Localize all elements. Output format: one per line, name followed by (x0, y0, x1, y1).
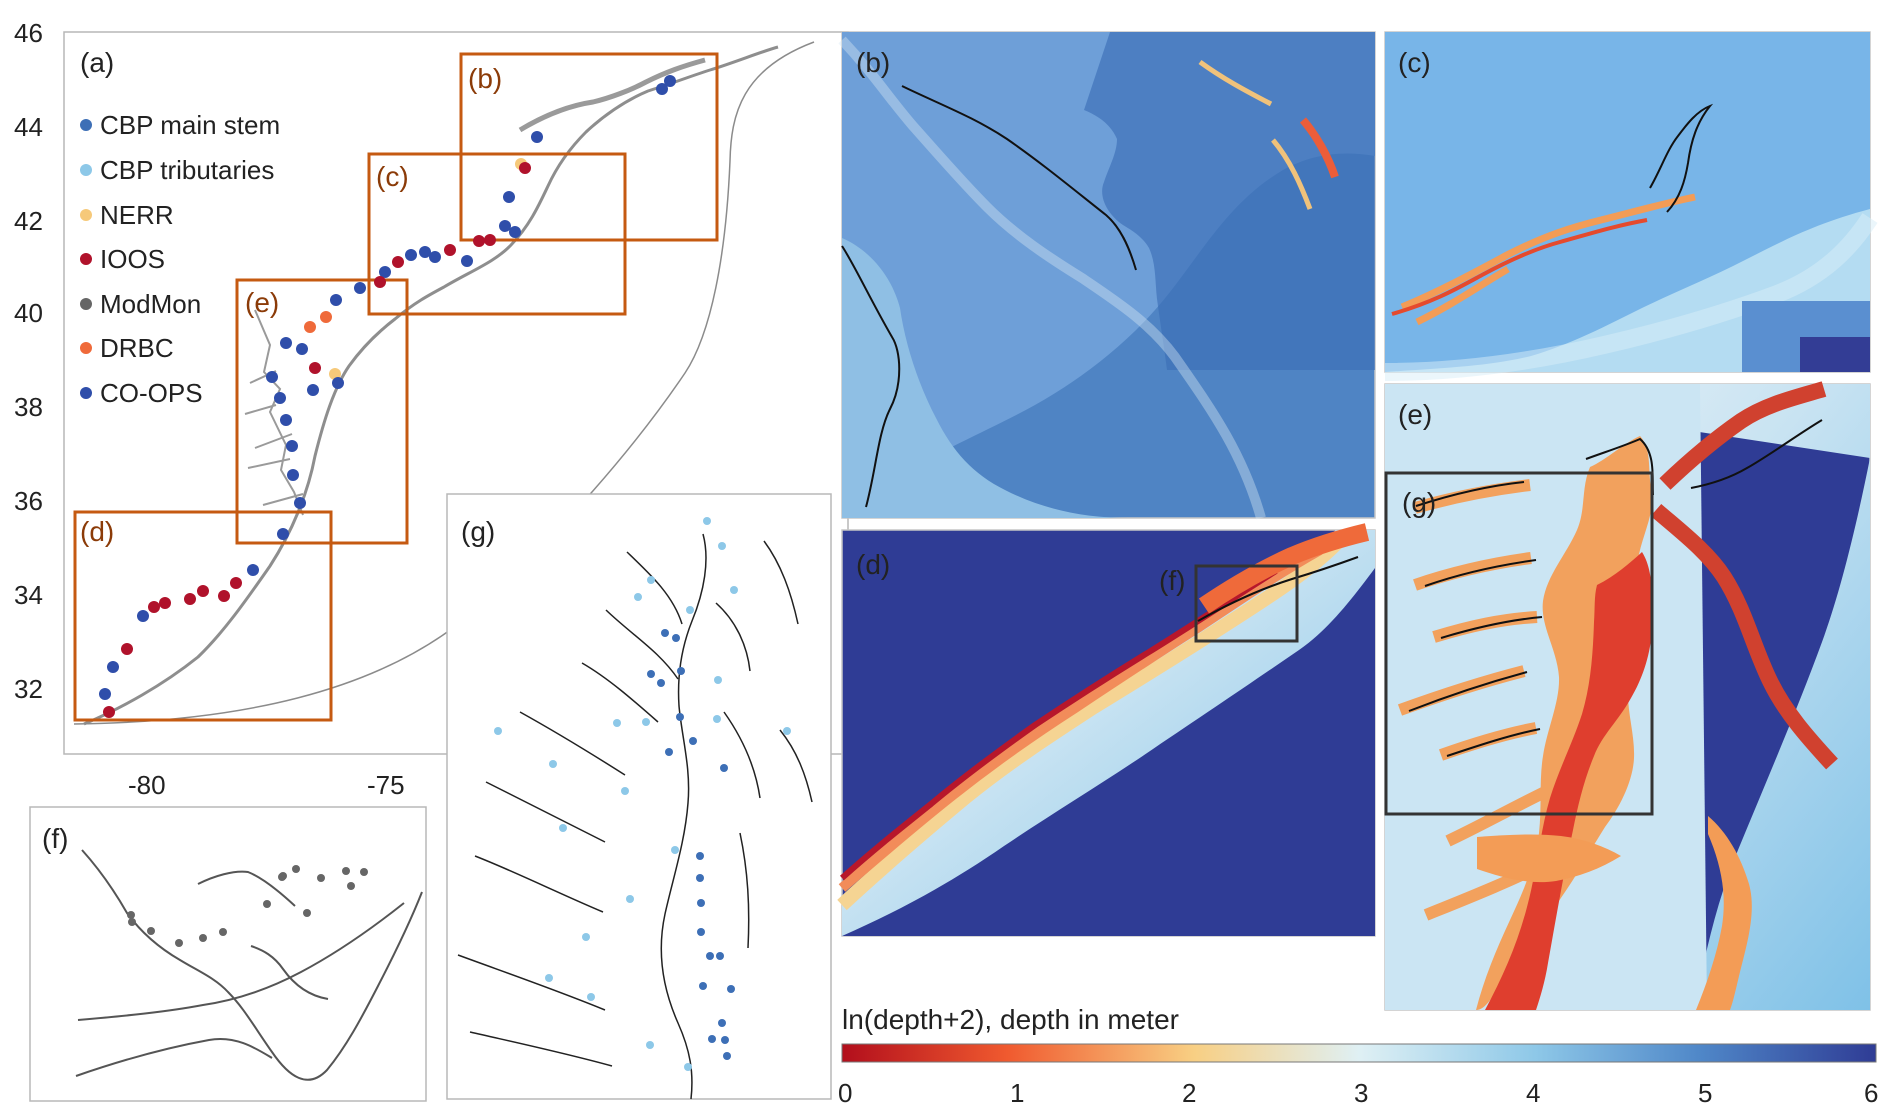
legend-marker-cbp-main (80, 119, 92, 131)
y-tick-38: 38 (14, 392, 43, 422)
panel-g-map: (g) (446, 493, 832, 1100)
panel-e-label: (e) (1398, 399, 1432, 430)
panel-f-label: (f) (42, 823, 68, 854)
panel-b-map: (b) (838, 31, 1376, 520)
legend-label-cbp-tributaries: CBP tributaries (100, 155, 274, 185)
y-tick-32: 32 (14, 674, 43, 704)
y-tick-42: 42 (14, 206, 43, 236)
panel-d-f-label: (f) (1159, 565, 1185, 596)
modmon-points (127, 865, 368, 947)
box-d (73, 510, 333, 722)
colorbar-tick-6: 6 (1864, 1078, 1878, 1108)
legend-label-modmon: ModMon (100, 289, 201, 319)
box-d-label: (d) (80, 516, 114, 547)
colorbar-tick-2: 2 (1182, 1078, 1196, 1108)
colorbar-tick-0: 0 (838, 1078, 852, 1108)
colorbar-tick-4: 4 (1526, 1078, 1540, 1108)
colorbar-title: ln(depth+2), depth in meter (842, 1004, 1179, 1035)
study-boxes-brown: (b) (c) (e) (d) (73, 52, 719, 722)
model-boundary (73, 41, 815, 725)
x-axis-ticks: -80 -75 (128, 770, 405, 800)
estuary-lines (244, 309, 304, 516)
panel-f-map: (f) (29, 806, 427, 1102)
x-tick-80: -80 (128, 770, 166, 800)
colorbar-gradient (841, 1043, 1877, 1063)
x-tick-75: -75 (367, 770, 405, 800)
legend-marker-modmon (80, 298, 92, 310)
legend-marker-cbp-tributaries (80, 164, 92, 176)
y-tick-44: 44 (14, 112, 43, 142)
panel-f-frame (29, 806, 427, 1102)
coastline (83, 45, 779, 726)
cbp-points (494, 517, 791, 1071)
panel-e-map: (g) (e) (1384, 381, 1871, 1011)
panel-c-map: (c) (1384, 31, 1878, 381)
panel-b-label: (b) (856, 47, 890, 78)
legend-marker-ioos (80, 253, 92, 265)
y-axis-ticks: 46 44 42 40 38 36 34 32 (14, 18, 43, 704)
panel-a-label: (a) (80, 47, 114, 78)
box-e-label: (e) (245, 287, 279, 318)
panel-c-label: (c) (1398, 47, 1431, 78)
maine-islands (518, 57, 706, 133)
colorbar-ticks: 0 1 2 3 4 5 6 (838, 1078, 1878, 1108)
legend-marker-drbc (80, 342, 92, 354)
colorbar-tick-3: 3 (1354, 1078, 1368, 1108)
depth-colorbar: ln(depth+2), depth in meter 0 1 2 3 4 5 … (838, 1004, 1878, 1108)
box-c-label: (c) (376, 161, 409, 192)
panel-d-map: (f) (d) (837, 523, 1376, 937)
legend-label-nerr: NERR (100, 200, 174, 230)
legend-marker-coops (80, 387, 92, 399)
panel-e-g-label: (g) (1402, 487, 1436, 518)
box-b (459, 52, 719, 242)
y-tick-46: 46 (14, 18, 43, 48)
legend-label-coops: CO-OPS (100, 378, 203, 408)
colorbar-tick-1: 1 (1010, 1078, 1024, 1108)
legend-label-cbp-main: CBP main stem (100, 110, 280, 140)
y-tick-36: 36 (14, 486, 43, 516)
panel-d-f-box (1194, 564, 1299, 643)
y-tick-40: 40 (14, 298, 43, 328)
y-tick-34: 34 (14, 580, 43, 610)
box-b-label: (b) (468, 63, 502, 94)
legend-label-drbc: DRBC (100, 333, 174, 363)
colorbar-tick-5: 5 (1698, 1078, 1712, 1108)
legend: CBP main stem CBP tributaries NERR IOOS … (80, 110, 280, 408)
legend-label-ioos: IOOS (100, 244, 165, 274)
legend-marker-nerr (80, 209, 92, 221)
panel-g-frame (446, 493, 832, 1100)
panel-e-g-box (1384, 471, 1654, 816)
panel-d-label: (d) (856, 549, 890, 580)
box-e (235, 278, 409, 545)
panel-g-label: (g) (461, 516, 495, 547)
station-markers (99, 75, 676, 718)
box-c (367, 152, 627, 316)
